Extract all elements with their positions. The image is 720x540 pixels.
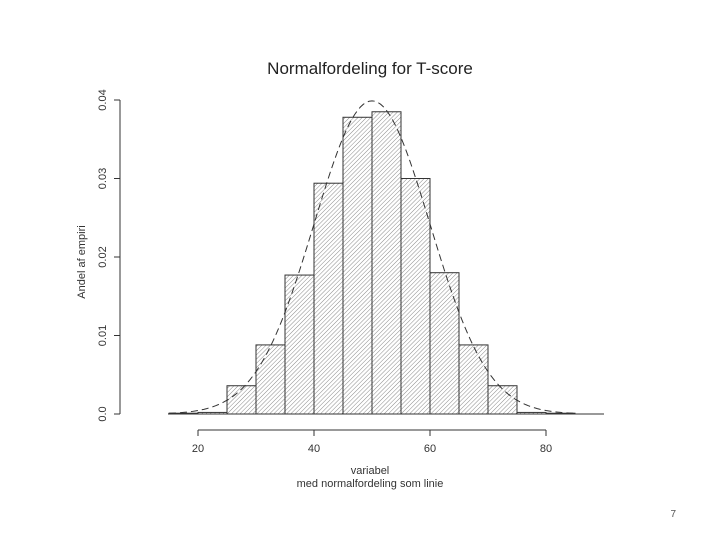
histogram-bar-35-40 — [284, 274, 315, 415]
x-tick-label: 80 — [540, 443, 552, 455]
histogram-bar-65-70 — [458, 344, 489, 415]
x-tick-label: 40 — [308, 443, 320, 455]
y-tick-label: 0.03 — [97, 168, 109, 189]
bars-layer — [168, 111, 576, 415]
x-axis-label-line2: med normalfordeling som linie — [297, 478, 444, 490]
curve-layer — [168, 100, 576, 414]
y-axis-label: Andel af empiri — [76, 225, 88, 298]
histogram-bar-25-30 — [226, 385, 257, 415]
y-tick-label: 0.02 — [97, 246, 109, 267]
histogram-bar-40-45 — [313, 182, 344, 415]
x-tick-label: 60 — [424, 443, 436, 455]
x-tick-label: 20 — [192, 443, 204, 455]
y-tick-label: 0.04 — [97, 89, 109, 110]
normal-distribution-curve — [168, 100, 576, 414]
histogram-bar-30-35 — [255, 344, 286, 415]
histogram-bar-45-50 — [342, 116, 373, 415]
histogram-bar-60-65 — [429, 272, 460, 415]
y-tick-label: 0.0 — [97, 406, 109, 421]
y-tick-label: 0.01 — [97, 325, 109, 346]
slide-number: 7 — [670, 509, 676, 520]
histogram-bar-50-55 — [371, 111, 402, 415]
axes-layer: 0.0 0.01 0.02 0.03 0.04 20 40 60 80 — [97, 89, 604, 455]
chart-title: Normalfordeling for T-score — [267, 59, 473, 78]
histogram-bar-70-75 — [487, 385, 518, 415]
histogram-bar-55-60 — [400, 178, 431, 415]
x-axis-label: variabel — [351, 465, 390, 477]
